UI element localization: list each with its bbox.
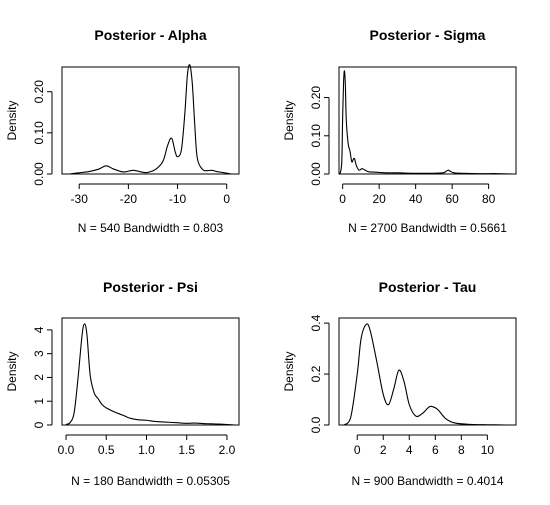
x-tick-label: 40 xyxy=(409,192,423,206)
y-tick-label: 2 xyxy=(32,374,46,381)
x-axis-label: N = 540 Bandwidth = 0.803 xyxy=(78,221,224,235)
y-tick-label: 0.00 xyxy=(309,162,323,186)
x-tick-label: 0.5 xyxy=(98,443,115,457)
x-tick-label: 0 xyxy=(223,192,230,206)
y-tick-label: 0.10 xyxy=(309,124,323,148)
x-tick-label: -20 xyxy=(120,192,138,206)
x-tick-label: 2.0 xyxy=(219,443,236,457)
x-axis-label: N = 180 Bandwidth = 0.05305 xyxy=(71,474,230,488)
y-axis-label: Density xyxy=(5,100,19,140)
x-tick-label: 2 xyxy=(380,443,387,457)
x-tick-label: 80 xyxy=(482,192,496,206)
y-tick-label: 1 xyxy=(32,398,46,405)
density-curve-series-1 xyxy=(343,323,507,426)
x-tick-label: 10 xyxy=(481,443,495,457)
y-tick-label: 0.0 xyxy=(309,416,323,433)
x-tick-label: 0.0 xyxy=(58,443,75,457)
density-curve-series-1 xyxy=(69,64,232,175)
y-tick-label: 4 xyxy=(32,326,46,333)
plot-frame xyxy=(61,66,240,175)
y-tick-label: 0.2 xyxy=(309,365,323,382)
chart-title: Posterior - Sigma xyxy=(370,27,486,43)
plot-frame xyxy=(338,66,517,175)
chart-panel-1: Posterior - Alpha -30 -20 -10 0 0.00 0.10 0.20 N… xyxy=(5,27,240,235)
y-axis-label: Density xyxy=(5,351,19,391)
chart-panel-2: Posterior - Sigma 0 20 40 60 80 0.00 0.10 0.20 N … xyxy=(282,27,517,235)
chart-panel-3: Posterior - Psi 0.0 0.5 1.0 1.5 2.0 0 1 2 3 4 N = 1… xyxy=(5,279,240,488)
y-tick-label: 0 xyxy=(32,421,46,428)
chart-title: Posterior - Alpha xyxy=(94,27,206,43)
x-tick-label: 8 xyxy=(458,443,465,457)
x-tick-label: 1.0 xyxy=(138,443,155,457)
y-tick-label: 0.10 xyxy=(32,121,46,145)
y-axis-label: Density xyxy=(282,100,296,140)
x-tick-label: 4 xyxy=(406,443,413,457)
x-axis-label: N = 900 Bandwidth = 0.4014 xyxy=(351,474,503,488)
chart-title: Posterior - Psi xyxy=(103,279,198,295)
chart-title: Posterior - Tau xyxy=(379,279,477,295)
y-tick-label: 0.00 xyxy=(32,162,46,186)
x-tick-label: 1.5 xyxy=(178,443,195,457)
x-tick-label: 60 xyxy=(445,192,459,206)
plot-frame xyxy=(338,317,517,426)
y-tick-label: 0.4 xyxy=(309,314,323,331)
y-tick-label: 0.20 xyxy=(309,86,323,110)
y-tick-label: 3 xyxy=(32,350,46,357)
plot-frame xyxy=(61,317,240,426)
density-curve-series-1 xyxy=(339,70,513,175)
x-axis-label: N = 2700 Bandwidth = 0.5661 xyxy=(348,221,507,235)
y-axis-label: Density xyxy=(282,351,296,391)
x-tick-label: -30 xyxy=(71,192,89,206)
density-curve-series-1 xyxy=(65,323,236,426)
x-tick-label: 0 xyxy=(339,192,346,206)
x-tick-label: 20 xyxy=(372,192,386,206)
y-tick-label: 0.20 xyxy=(32,80,46,104)
chart-panel-4: Posterior - Tau 0 2 4 6 8 10 0.0 0.2 0.4 N = 900 B… xyxy=(282,279,517,488)
x-tick-label: -10 xyxy=(169,192,187,206)
x-tick-label: 6 xyxy=(432,443,439,457)
x-tick-label: 0 xyxy=(354,443,361,457)
